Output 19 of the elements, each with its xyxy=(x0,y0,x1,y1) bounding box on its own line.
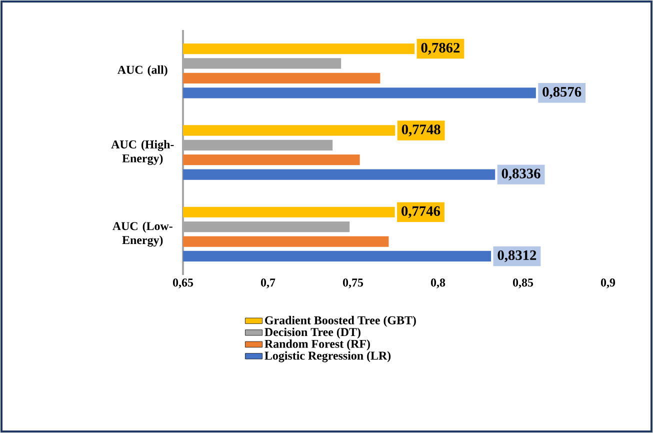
y-tick-label: AUC (Low-Energy) xyxy=(112,222,172,247)
data-label: 0,8576 xyxy=(542,87,582,99)
legend-label: Random Forest (RF) xyxy=(264,339,370,350)
y-tick-label: AUC (all) xyxy=(118,65,168,76)
x-tick-label: 0,75 xyxy=(342,278,364,288)
y-tick-label: AUC (High-Energy) xyxy=(111,140,174,165)
x-tick-label: 0,8 xyxy=(430,278,446,288)
data-label: 0,7748 xyxy=(402,124,440,136)
data-label: 0,8312 xyxy=(498,250,536,262)
x-tick-label: 0,9 xyxy=(600,278,616,288)
data-label: 0,8336 xyxy=(502,168,540,180)
legend-label: Gradient Boosted Tree (GBT) xyxy=(265,316,416,327)
x-tick-label: 0,85 xyxy=(512,278,534,288)
data-label: 0,7862 xyxy=(421,42,460,55)
x-tick-label: 0,7 xyxy=(260,278,276,288)
x-tick-label: 0,65 xyxy=(172,278,194,288)
legend-label: Logistic Regression (LR) xyxy=(264,351,391,362)
data-label: 0,7746 xyxy=(402,206,440,218)
legend-label: Decision Tree (DT) xyxy=(264,328,360,339)
